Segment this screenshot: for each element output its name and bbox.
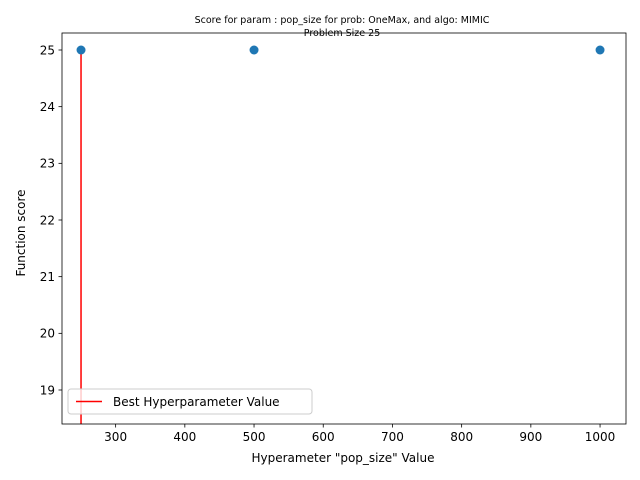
x-tick-label-1000: 1000: [585, 430, 616, 444]
x-tick-label-700: 700: [381, 430, 404, 444]
y-tick-label-25: 25: [40, 43, 55, 57]
y-tick-label-22: 22: [40, 213, 55, 227]
legend-box: [67, 388, 313, 415]
x-tick-label-900: 900: [519, 430, 542, 444]
plot-area: [62, 33, 626, 424]
x-axis-ticks: 300 400 500 600 700 800 900 1000: [104, 424, 615, 444]
x-tick-label-400: 400: [173, 430, 196, 444]
y-axis-ticks: 19 20 21 22 23 24 25: [40, 43, 62, 397]
x-tick-label-800: 800: [450, 430, 473, 444]
chart-title-line1: Score for param : pop_size for prob: One…: [195, 15, 490, 26]
y-tick-label-21: 21: [40, 270, 55, 284]
x-axis-label: Hyperameter "pop_size" Value: [252, 451, 435, 465]
chart-title-line2: Problem Size 25: [304, 28, 380, 39]
points-layer: [76, 45, 605, 55]
axes-frame: [61, 32, 627, 425]
y-axis-label: Function score: [14, 189, 28, 276]
legend-label: Best Hyperparameter Value: [113, 395, 280, 409]
y-tick-label-23: 23: [40, 157, 55, 171]
data-point-3: [595, 45, 605, 55]
x-tick-label-600: 600: [312, 430, 335, 444]
legend: Best Hyperparameter Value: [67, 388, 313, 415]
data-point-2: [249, 45, 259, 55]
y-tick-label-19: 19: [40, 383, 55, 397]
data-point-1: [76, 45, 86, 55]
x-tick-label-500: 500: [243, 430, 266, 444]
x-tick-label-300: 300: [104, 430, 127, 444]
y-tick-label-24: 24: [40, 100, 55, 114]
y-tick-label-20: 20: [40, 327, 55, 341]
